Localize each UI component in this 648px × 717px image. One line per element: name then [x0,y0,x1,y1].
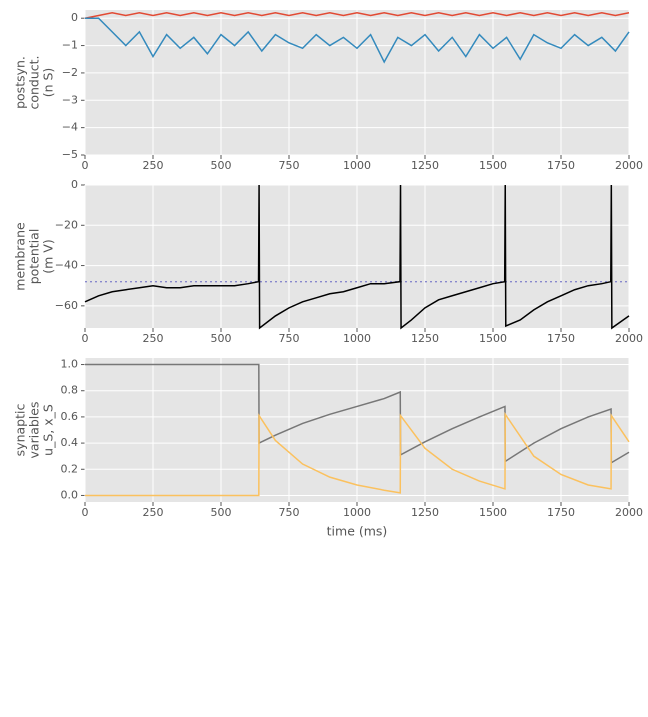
x-tick-label: 1750 [547,159,575,172]
y-tick-label: 0 [71,11,78,24]
x-tick-label: 1250 [411,332,439,345]
y-tick-label: 1.0 [61,358,79,371]
y-tick-label: 0 [71,178,78,191]
series-line [84,11,630,19]
x-tick-label: 1500 [479,159,507,172]
x-tick-label: 2000 [615,506,643,519]
y-tick-label: −20 [55,218,78,231]
x-tick-label: 500 [211,332,232,345]
x-axis-label: time (ms) [327,524,388,539]
y-label-line: variables [27,402,42,459]
x-tick-label: 0 [82,332,89,345]
y-tick-label: −5 [62,148,78,161]
x-tick-label: 2000 [615,159,643,172]
y-label-line: conduct. [27,55,42,109]
x-tick-label: 1250 [411,506,439,519]
x-tick-label: 0 [82,506,89,519]
y-tick-label: 0.4 [61,436,79,449]
x-tick-label: 2000 [615,332,643,345]
y-tick-label: 0.2 [61,462,79,475]
x-tick-label: 750 [279,159,300,172]
y-tick-label: −60 [55,299,78,312]
x-tick-label: 500 [211,159,232,172]
series-line [85,363,630,465]
x-tick-label: 250 [143,159,164,172]
y-tick-label: 0.0 [61,488,79,501]
y-label-line: synaptic [13,404,28,457]
x-tick-label: 250 [143,332,164,345]
y-label-line: u_S, x_S [41,404,56,456]
x-tick-label: 1000 [343,332,371,345]
series-line [85,411,630,497]
x-tick-label: 1750 [547,506,575,519]
y-label-line: postsyn. [13,56,28,109]
x-tick-label: 750 [279,506,300,519]
x-tick-label: 250 [143,506,164,519]
x-tick-label: 0 [82,159,89,172]
y-label-line: (n S) [41,68,56,98]
y-axis-label: synaptic variables u_S, x_S [13,402,56,459]
x-tick-label: 500 [211,506,232,519]
series-line [85,17,630,64]
x-tick-label: 1000 [343,159,371,172]
x-tick-label: 1000 [343,506,371,519]
x-tick-label: 1500 [479,332,507,345]
y-tick-label: −40 [55,259,78,272]
series-line [84,184,630,330]
x-tick-label: 750 [279,332,300,345]
y-label-line: membrane [13,222,28,291]
x-tick-label: 1750 [547,332,575,345]
y-tick-label: 0.6 [61,410,79,423]
y-label-line: potential [27,229,42,285]
y-label-line: (m V) [41,239,56,273]
x-tick-label: 1500 [479,506,507,519]
y-tick-label: −3 [62,93,78,106]
y-tick-label: 0.8 [61,384,79,397]
y-tick-label: −1 [62,39,78,52]
x-tick-label: 1250 [411,159,439,172]
y-axis-label: membrane potential (m V) [13,222,56,291]
y-axis-label: postsyn. conduct. (n S) [13,55,56,109]
y-tick-label: −2 [62,66,78,79]
y-tick-label: −4 [62,121,78,134]
